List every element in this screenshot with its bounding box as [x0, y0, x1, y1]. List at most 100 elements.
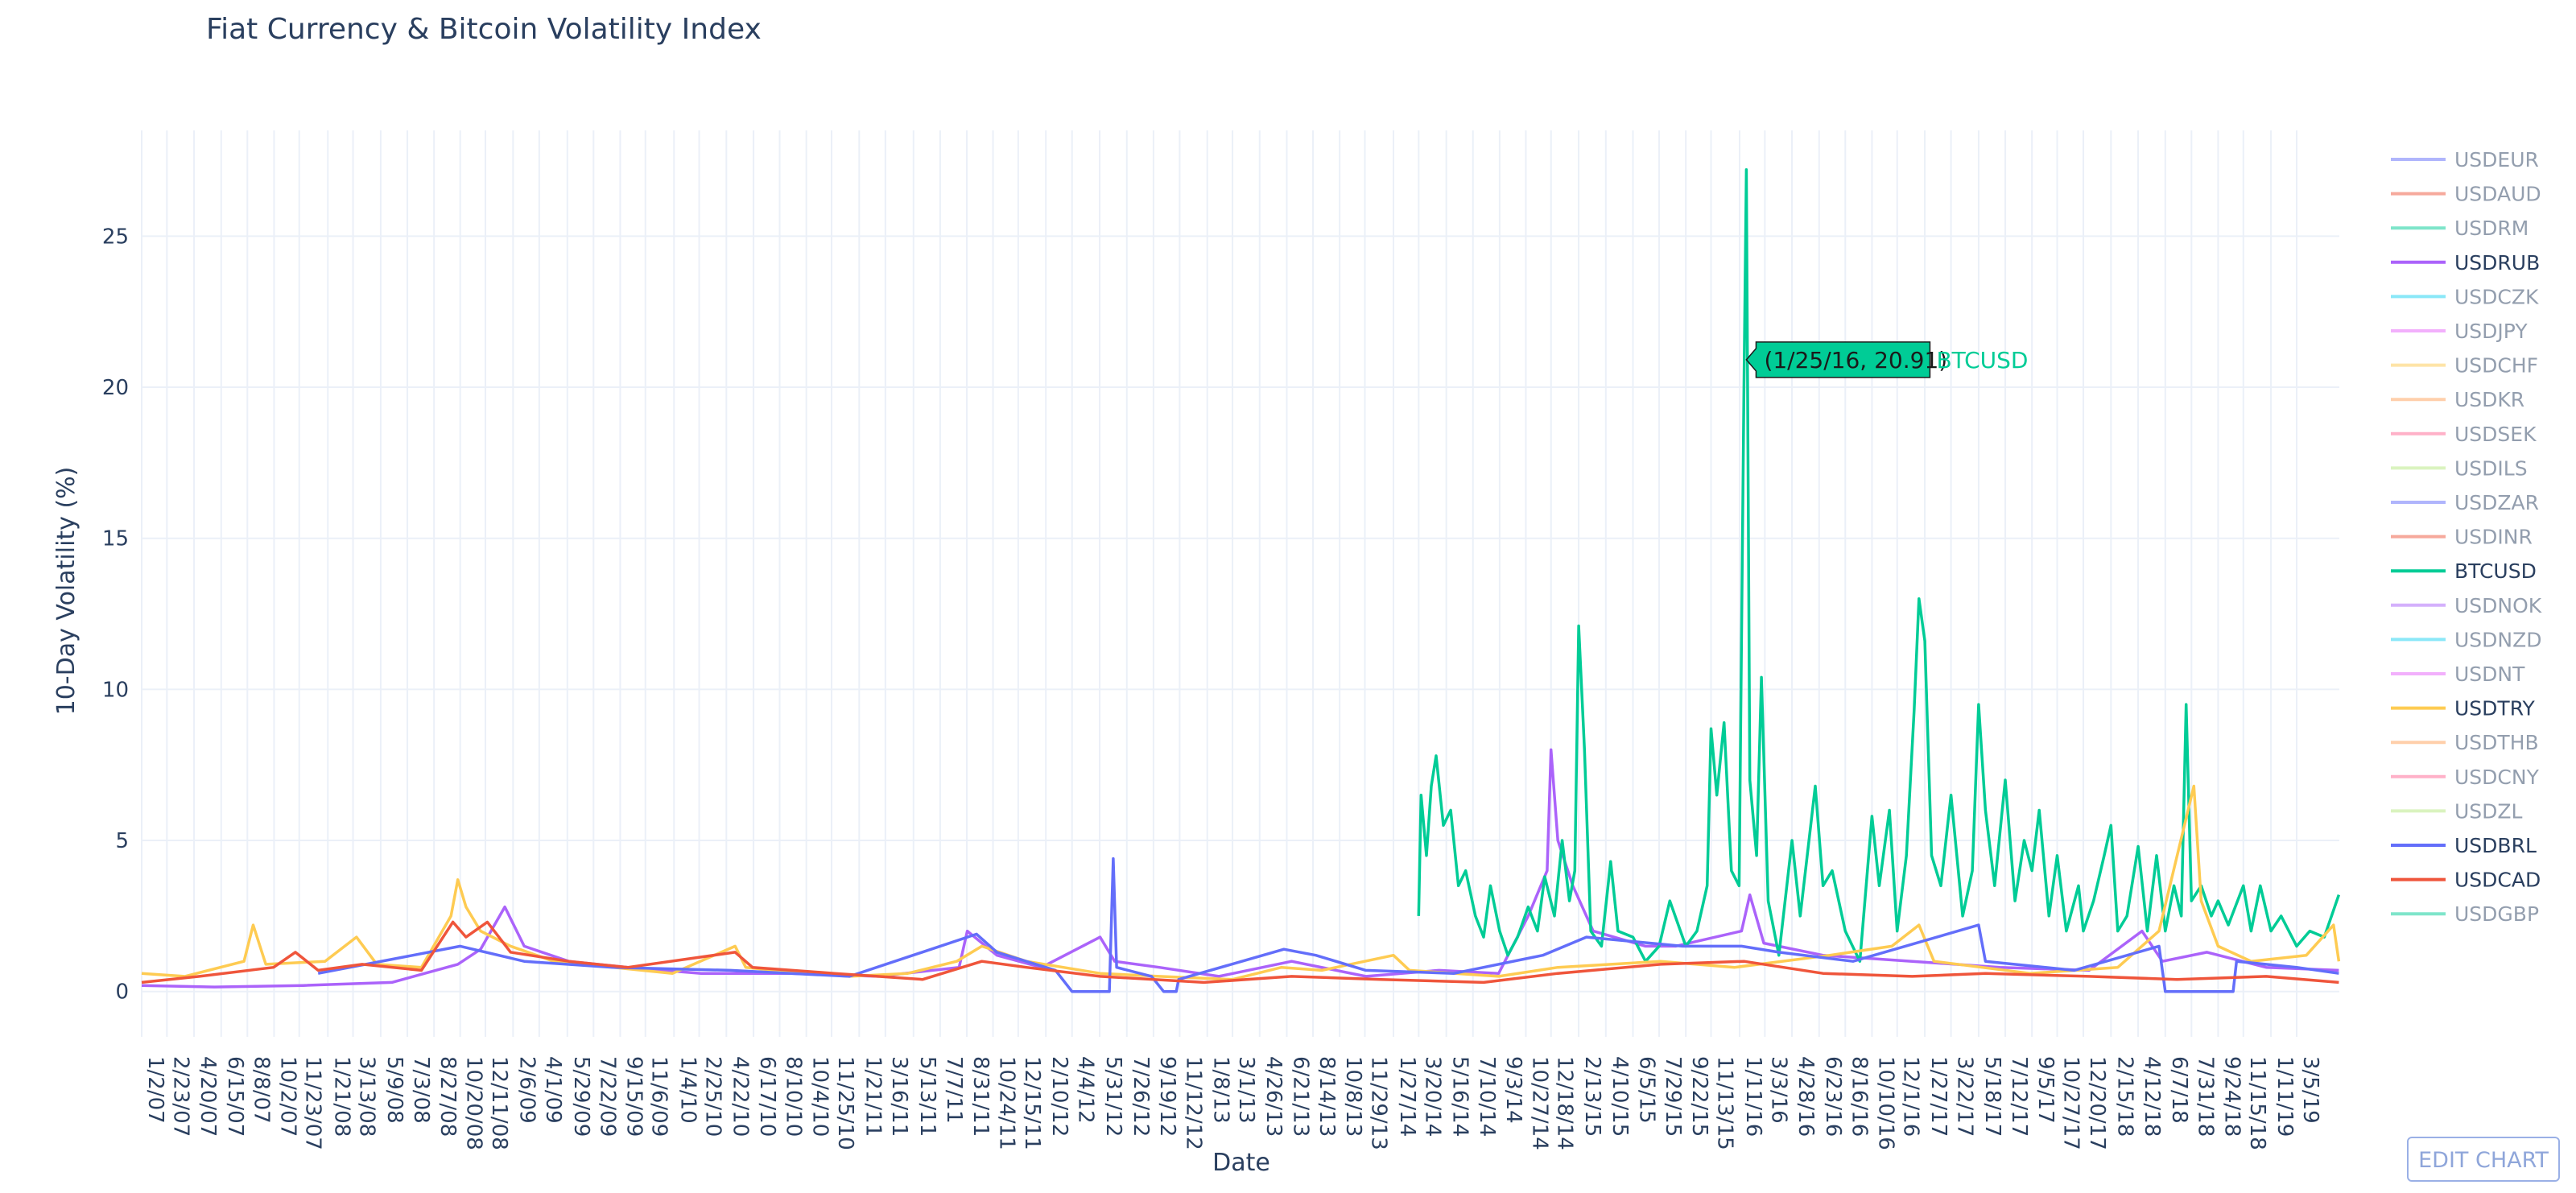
series-line-usdtry[interactable]: [141, 784, 2341, 981]
legend-label: USDTHB: [2454, 731, 2539, 754]
x-tick-label: 4/1/09: [541, 1056, 565, 1124]
x-tick-label: 10/4/10: [808, 1056, 832, 1137]
x-tick-label: 4/22/10: [728, 1056, 752, 1137]
x-tick-label: 7/10/14: [1475, 1056, 1499, 1137]
legend-item-usdtry[interactable]: USDTRY: [2391, 697, 2535, 720]
y-axis-title: 10-Day Volatility (%): [52, 467, 80, 716]
x-tick-label: 9/15/09: [621, 1056, 646, 1137]
x-tick-label: 2/10/12: [1047, 1056, 1071, 1137]
x-tick-label: 1/27/14: [1395, 1056, 1419, 1137]
x-tick-label: 4/28/16: [1794, 1056, 1818, 1137]
legend-item-usdzar[interactable]: USDZAR: [2391, 491, 2539, 514]
x-tick-label: 11/13/15: [1712, 1056, 1736, 1150]
x-tick-label: 2/25/10: [701, 1056, 725, 1137]
x-tick-label: 8/16/16: [1847, 1056, 1871, 1137]
x-tick-label: 4/10/15: [1608, 1056, 1632, 1137]
x-tick-label: 11/12/12: [1181, 1056, 1205, 1150]
x-tick-label: 5/13/11: [915, 1056, 939, 1137]
x-tick-label: 1/2/07: [143, 1056, 167, 1124]
x-tick-label: 6/21/13: [1289, 1056, 1313, 1137]
x-tick-label: 5/18/17: [1980, 1056, 2004, 1137]
x-tick-label: 12/18/14: [1553, 1056, 1577, 1150]
legend-item-usdeur[interactable]: USDEUR: [2391, 148, 2539, 171]
legend-item-usdils[interactable]: USDILS: [2391, 456, 2528, 480]
legend-item-usdcny[interactable]: USDCNY: [2391, 766, 2540, 789]
legend-item-btcusd[interactable]: BTCUSD: [2391, 559, 2537, 583]
legend-label: USDNZD: [2454, 628, 2542, 651]
x-tick-label: 9/5/17: [2033, 1056, 2058, 1124]
grid-lines: [141, 130, 2339, 1037]
legend-item-usdchf[interactable]: USDCHF: [2391, 354, 2538, 378]
x-tick-label: 7/31/18: [2193, 1056, 2217, 1137]
series-line-btcusd[interactable]: [1417, 168, 2341, 963]
legend-item-usdcad[interactable]: USDCAD: [2391, 869, 2541, 892]
legend-item-usdrm[interactable]: USDRM: [2391, 217, 2529, 240]
x-tick-label: 3/13/08: [355, 1056, 379, 1137]
legend-item-usdnok[interactable]: USDNOK: [2391, 594, 2542, 617]
x-tick-label: 3/16/11: [887, 1056, 911, 1137]
x-tick-label: 7/12/17: [2007, 1056, 2031, 1137]
x-tick-label: 9/24/18: [2219, 1056, 2244, 1137]
legend-item-usdaud[interactable]: USDAUD: [2391, 183, 2541, 206]
x-tick-label: 3/20/14: [1420, 1056, 1444, 1137]
y-tick-label: 25: [102, 225, 129, 249]
legend-item-usdthb[interactable]: USDTHB: [2391, 731, 2539, 754]
x-tick-label: 8/8/07: [249, 1056, 273, 1124]
legend-item-usdinr[interactable]: USDINR: [2391, 526, 2533, 549]
legend-item-usdgbp[interactable]: USDGBP: [2391, 902, 2539, 926]
legend-item-usdjpy[interactable]: USDJPY: [2391, 320, 2528, 343]
x-tick-label: 1/27/17: [1926, 1056, 1951, 1137]
x-tick-label: 8/31/11: [968, 1056, 993, 1137]
x-tick-label: 12/11/08: [487, 1056, 511, 1150]
legend-label: USDRM: [2454, 217, 2529, 240]
x-tick-label: 10/8/13: [1341, 1056, 1365, 1137]
x-tick-label: 7/7/11: [942, 1056, 966, 1124]
x-tick-label: 7/26/12: [1129, 1056, 1153, 1137]
x-tick-label: 8/10/10: [782, 1056, 806, 1137]
legend-label: USDTRY: [2454, 697, 2535, 720]
legend-item-usdzl[interactable]: USDZL: [2391, 799, 2523, 823]
legend[interactable]: USDEUR USDAUD USDRM USDRUB USDCZK USDJPY USDCH…: [2391, 148, 2542, 926]
x-tick-label: 7/29/15: [1661, 1056, 1685, 1137]
x-tick-label: 7/22/09: [595, 1056, 619, 1137]
series-line-usdrub[interactable]: [141, 748, 2339, 989]
x-tick-label: 4/12/18: [2140, 1056, 2164, 1137]
x-tick-label: 10/27/14: [1527, 1056, 1551, 1150]
series-line-usdcad[interactable]: [141, 920, 2339, 985]
x-tick-label: 4/4/12: [1074, 1056, 1098, 1124]
legend-label: USDINR: [2454, 526, 2533, 549]
x-tick-label: 6/7/18: [2167, 1056, 2191, 1124]
x-tick-label: 10/10/16: [1873, 1056, 1897, 1150]
legend-label: USDNOK: [2454, 594, 2542, 617]
legend-label: USDRUB: [2454, 251, 2540, 275]
legend-item-usdrub[interactable]: USDRUB: [2391, 251, 2540, 275]
legend-label: USDEUR: [2454, 148, 2539, 171]
legend-label: USDZL: [2454, 799, 2523, 823]
legend-label: USDCNY: [2454, 766, 2540, 789]
x-tick-label: 3/22/17: [1953, 1056, 1977, 1137]
x-tick-label: 9/19/12: [1155, 1056, 1179, 1137]
series-line-usdbrl[interactable]: [317, 857, 2339, 993]
legend-item-usdkr[interactable]: USDKR: [2391, 388, 2524, 411]
x-tick-label: 11/15/18: [2245, 1056, 2269, 1150]
hover-tooltip: (1/25/16, 20.91)BTCUSD: [1745, 341, 2029, 378]
y-tick-label: 10: [102, 678, 129, 702]
x-tick-label: 10/20/08: [462, 1056, 486, 1150]
x-tick-label: 12/1/16: [1899, 1056, 1923, 1137]
x-tick-label: 6/17/10: [755, 1056, 779, 1137]
edit-chart-button[interactable]: EDIT CHART: [2407, 1137, 2560, 1182]
legend-label: USDILS: [2454, 456, 2528, 480]
x-tick-label: 1/21/11: [861, 1056, 885, 1137]
x-tick-label: 11/23/07: [301, 1056, 325, 1150]
legend-item-usdsek[interactable]: USDSEK: [2391, 423, 2537, 446]
legend-item-usdnt[interactable]: USDNT: [2391, 663, 2525, 686]
legend-label: USDKR: [2454, 388, 2524, 411]
legend-label: USDNT: [2454, 663, 2525, 686]
legend-item-usdbrl[interactable]: USDBRL: [2391, 834, 2537, 857]
legend-item-usdnzd[interactable]: USDNZD: [2391, 628, 2542, 651]
x-tick-label: 9/22/15: [1687, 1056, 1711, 1137]
legend-item-usdczk[interactable]: USDCZK: [2391, 285, 2539, 308]
plot-area[interactable]: [141, 168, 2341, 993]
legend-label: USDZAR: [2454, 491, 2539, 514]
